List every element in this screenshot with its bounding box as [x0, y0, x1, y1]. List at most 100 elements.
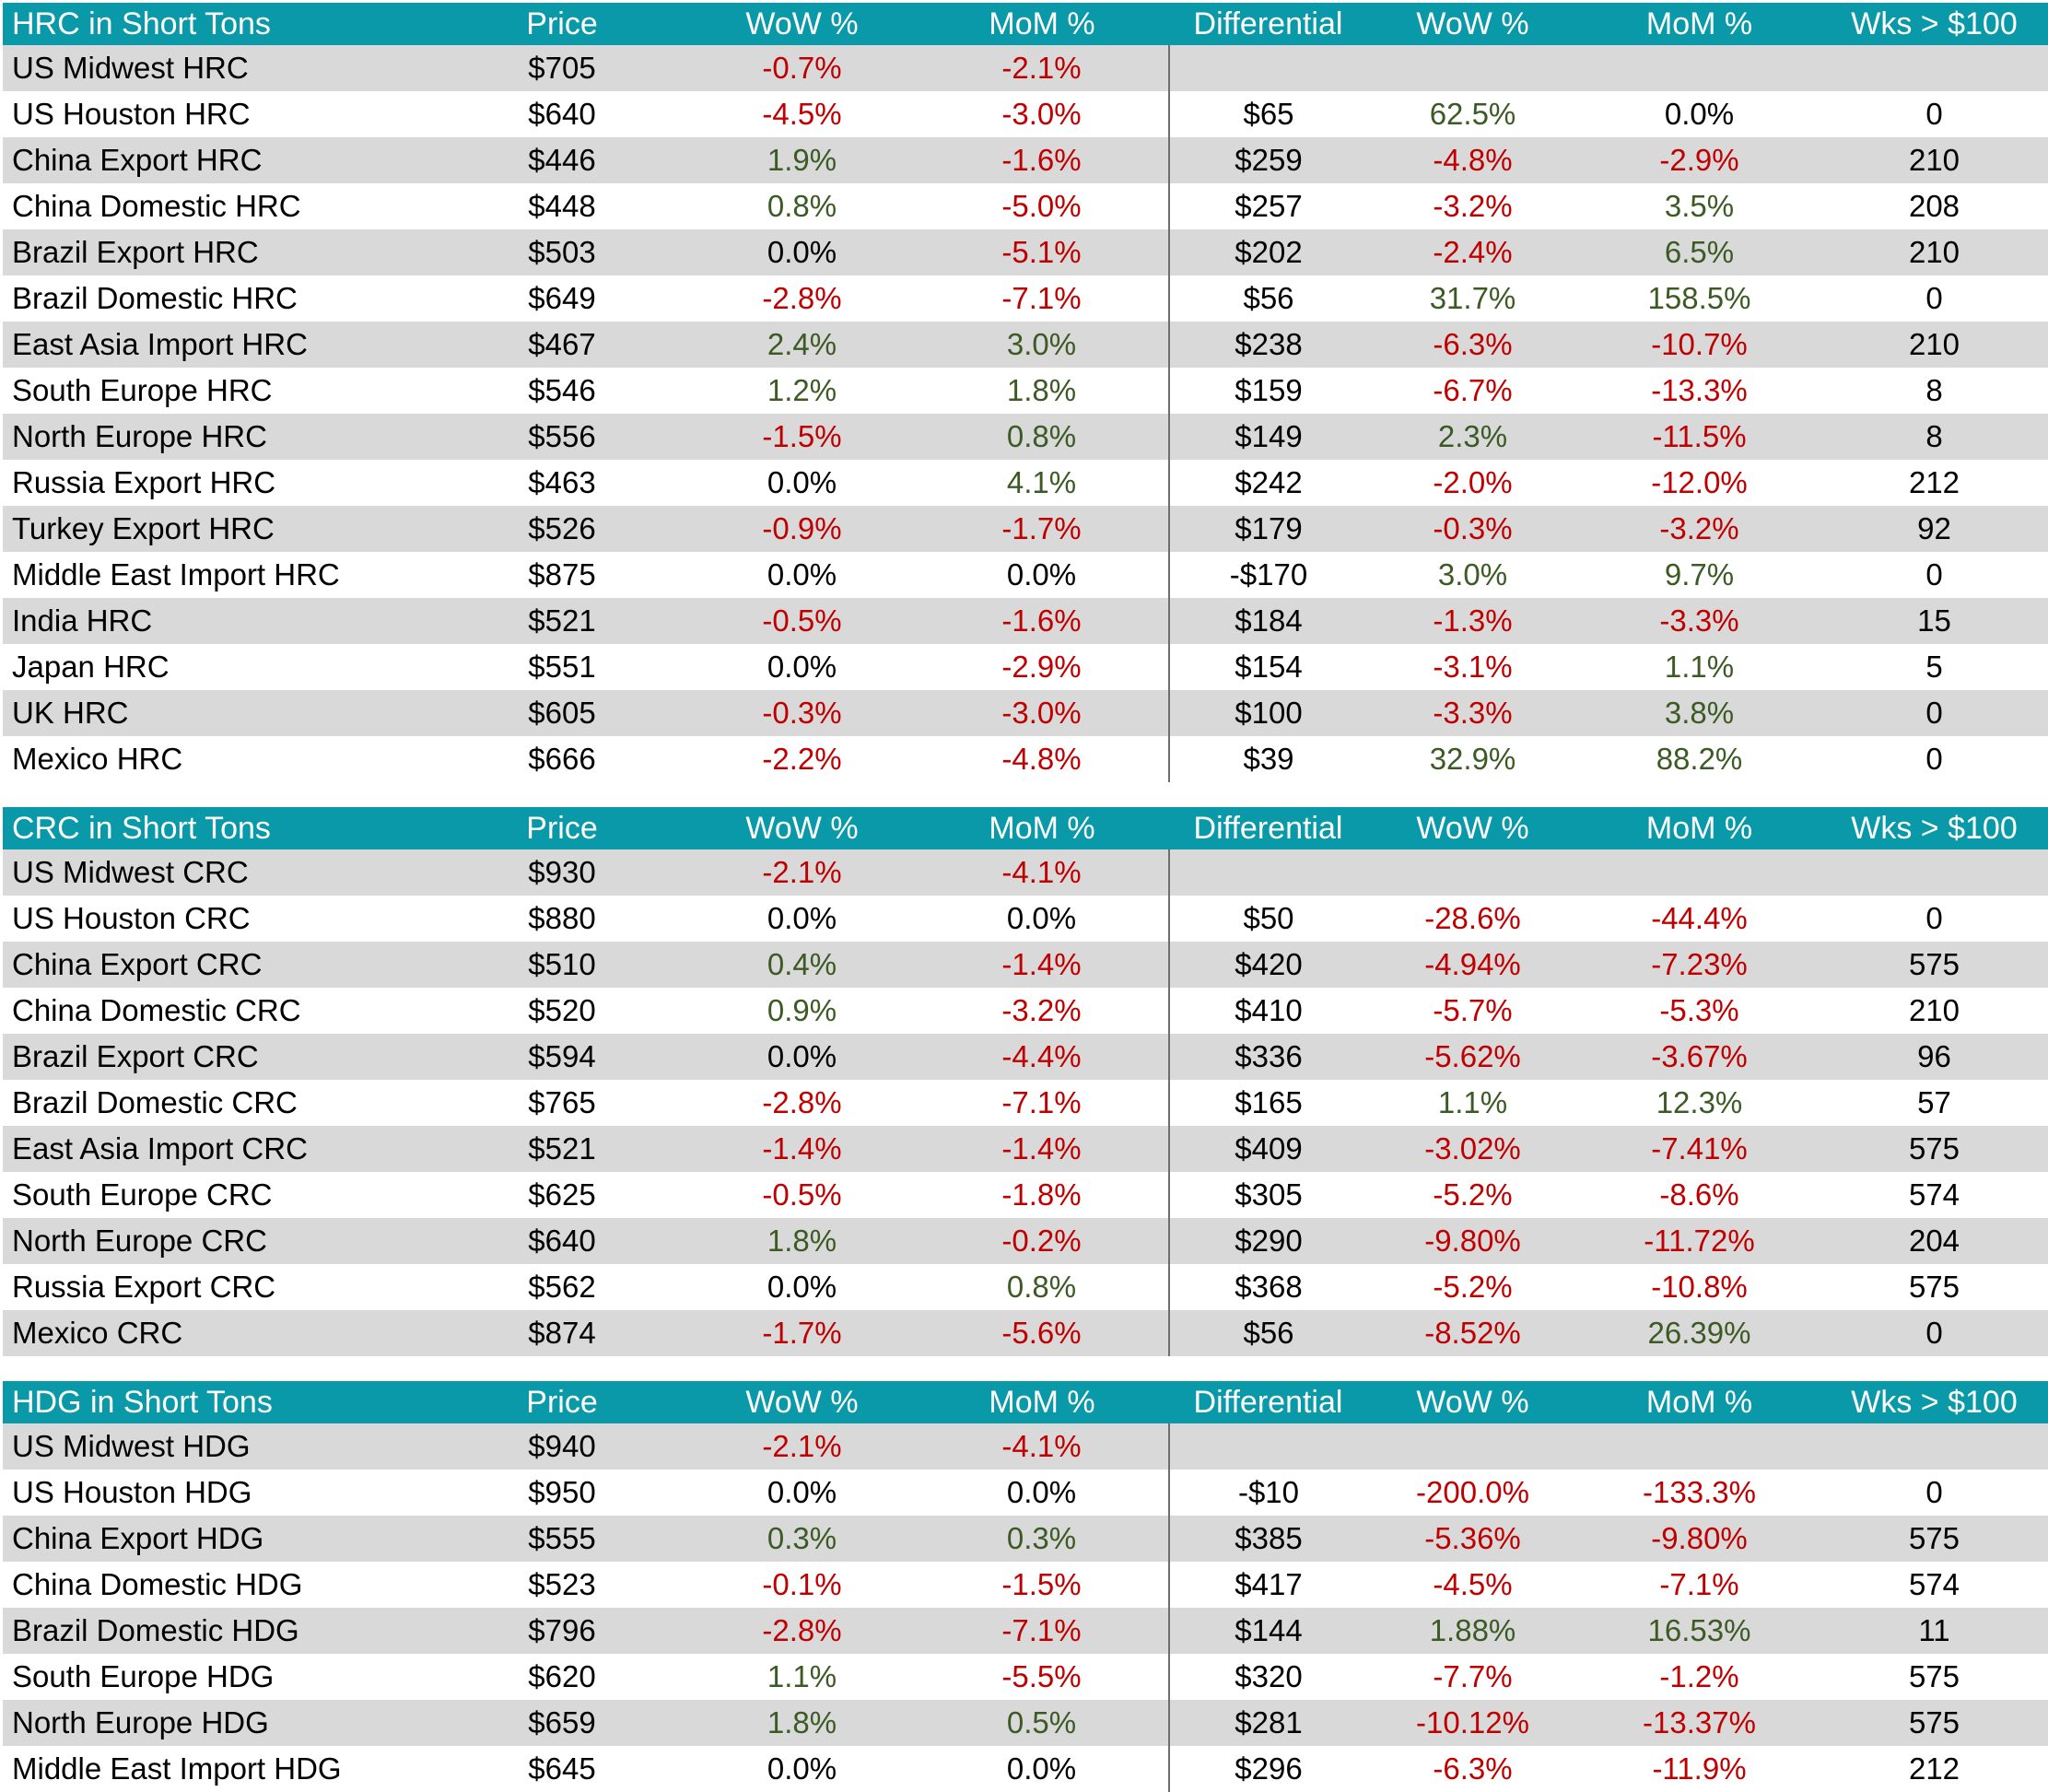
price-cell: $523	[528, 1567, 596, 1601]
table-row: China Export CRC $510 0.4% -1.4% $420 -4.94% -…	[3, 942, 2048, 988]
column-header: Differential	[1169, 1381, 1367, 1423]
row-label: Russia Export CRC	[12, 1270, 276, 1304]
differential-cell: $149	[1168, 414, 1367, 460]
row-label: Brazil Domestic CRC	[12, 1085, 298, 1119]
diff-wow-pct-cell: 31.7%	[1429, 281, 1516, 315]
mom-pct-cell: 0.3%	[1006, 1521, 1077, 1555]
differential-cell: $159	[1168, 368, 1367, 414]
weeks-over-100-cell: 212	[1908, 1751, 1960, 1786]
column-header: Wks > $100	[1820, 1381, 2048, 1423]
table-row: China Domestic HDG $523 -0.1% -1.5% $417 -4.5…	[3, 1562, 2048, 1608]
wow-pct-cell: -0.7%	[762, 51, 842, 85]
mom-pct-cell: -4.1%	[1001, 855, 1082, 889]
column-header: MoM %	[915, 807, 1169, 849]
weeks-over-100-cell: 574	[1908, 1177, 1960, 1212]
diff-wow-pct-cell: 1.88%	[1429, 1613, 1516, 1647]
wow-pct-cell: 0.0%	[767, 235, 837, 269]
weeks-over-100-cell: 5	[1925, 650, 1943, 684]
table-row: Turkey Export HRC $526 -0.9% -1.7% $179 -0.3%…	[3, 506, 2048, 552]
differential-cell: -$170	[1168, 552, 1367, 598]
diff-wow-pct-cell: -3.3%	[1433, 696, 1513, 730]
diff-mom-pct-cell: -10.8%	[1651, 1270, 1748, 1304]
weeks-over-100-cell: 92	[1917, 511, 1951, 545]
diff-mom-pct-cell	[1578, 849, 1820, 896]
mom-pct-cell: -4.4%	[1001, 1039, 1082, 1073]
differential-cell: $202	[1168, 229, 1367, 275]
wow-pct-cell: -1.5%	[762, 419, 842, 453]
wow-pct-cell: 0.0%	[767, 650, 837, 684]
mom-pct-cell: 0.0%	[1006, 1475, 1077, 1509]
mom-pct-cell: -0.2%	[1001, 1224, 1082, 1258]
price-cell: $562	[528, 1270, 596, 1304]
weeks-over-100-cell: 0	[1925, 97, 1943, 131]
differential-cell: -$10	[1168, 1470, 1367, 1516]
wow-pct-cell: -2.8%	[762, 281, 842, 315]
table-row: Brazil Export HRC $503 0.0% -5.1% $202 -2.4% 6…	[3, 229, 2048, 275]
price-cell: $640	[528, 1224, 596, 1258]
price-cell: $510	[528, 947, 596, 981]
price-cell: $503	[528, 235, 596, 269]
weeks-over-100-cell: 212	[1908, 465, 1960, 499]
row-label: East Asia Import CRC	[12, 1131, 308, 1165]
price-cell: $448	[528, 189, 596, 223]
diff-wow-pct-cell: -28.6%	[1424, 901, 1521, 935]
diff-mom-pct-cell: 12.3%	[1656, 1085, 1743, 1119]
row-label: North Europe CRC	[12, 1224, 267, 1258]
diff-mom-pct-cell: -7.23%	[1651, 947, 1748, 981]
table-row: UK HRC $605 -0.3% -3.0% $100 -3.3% 3.8% 0	[3, 690, 2048, 736]
diff-wow-pct-cell: -3.2%	[1433, 189, 1513, 223]
wow-pct-cell: -2.2%	[762, 742, 842, 776]
wow-pct-cell: -1.7%	[762, 1316, 842, 1350]
mom-pct-cell: -7.1%	[1001, 1085, 1082, 1119]
weeks-over-100-cell: 57	[1917, 1085, 1951, 1119]
differential-cell: $144	[1168, 1608, 1367, 1654]
diff-mom-pct-cell: -44.4%	[1651, 901, 1748, 935]
wow-pct-cell: 0.0%	[767, 557, 837, 591]
table-row: East Asia Import CRC $521 -1.4% -1.4% $409 -3…	[3, 1126, 2048, 1172]
diff-mom-pct-cell: -3.2%	[1659, 511, 1739, 545]
table-row: China Export HDG $555 0.3% 0.3% $385 -5.36% -9…	[3, 1516, 2048, 1562]
column-header: Price	[435, 807, 689, 849]
column-header: MoM %	[1578, 3, 1820, 45]
diff-mom-pct-cell: 88.2%	[1656, 742, 1743, 776]
mom-pct-cell: 0.0%	[1006, 1751, 1077, 1786]
weeks-over-100-cell: 0	[1925, 742, 1943, 776]
weeks-over-100-cell: 575	[1908, 1659, 1960, 1693]
table-row: North Europe CRC $640 1.8% -0.2% $290 -9.80% -…	[3, 1218, 2048, 1264]
table-row: North Europe HRC $556 -1.5% 0.8% $149 2.3% -11…	[3, 414, 2048, 460]
wow-pct-cell: -2.8%	[762, 1085, 842, 1119]
differential-cell: $385	[1168, 1516, 1367, 1562]
weeks-over-100-cell: 210	[1908, 143, 1960, 177]
diff-mom-pct-cell: -11.9%	[1652, 1751, 1747, 1786]
row-label: Japan HRC	[12, 650, 170, 684]
table-row: US Midwest CRC $930 -2.1% -4.1%	[3, 849, 2048, 896]
diff-mom-pct-cell: -7.1%	[1659, 1567, 1739, 1601]
table-row: Japan HRC $551 0.0% -2.9% $154 -3.1% 1.1% 5	[3, 644, 2048, 690]
mom-pct-cell: -5.6%	[1001, 1316, 1082, 1350]
wow-pct-cell: 0.0%	[767, 901, 837, 935]
price-cell: $521	[528, 603, 596, 638]
differential-cell: $56	[1168, 1310, 1367, 1356]
mom-pct-cell: -1.4%	[1001, 1131, 1082, 1165]
row-label: South Europe HRC	[12, 373, 273, 407]
price-cell: $467	[528, 327, 596, 361]
differential-cell: $56	[1168, 275, 1367, 322]
table-row: Middle East Import HRC $875 0.0% 0.0% -$170 3…	[3, 552, 2048, 598]
weeks-over-100-cell: 210	[1908, 327, 1960, 361]
table-row: US Midwest HRC $705 -0.7% -2.1%	[3, 45, 2048, 91]
diff-wow-pct-cell: -4.8%	[1433, 143, 1513, 177]
weeks-over-100-cell: 208	[1908, 189, 1960, 223]
weeks-over-100-cell: 0	[1925, 281, 1943, 315]
wow-pct-cell: -0.1%	[762, 1567, 842, 1601]
row-label: East Asia Import HRC	[12, 327, 308, 361]
row-label: South Europe HDG	[12, 1659, 275, 1693]
diff-wow-pct-cell: -4.5%	[1433, 1567, 1513, 1601]
mom-pct-cell: 0.0%	[1006, 901, 1077, 935]
mom-pct-cell: -2.1%	[1001, 51, 1082, 85]
table-row: Russia Export CRC $562 0.0% 0.8% $368 -5.2% -1…	[3, 1264, 2048, 1310]
mom-pct-cell: -7.1%	[1001, 1613, 1082, 1647]
row-label: US Houston HRC	[12, 97, 251, 131]
diff-mom-pct-cell: -3.3%	[1659, 603, 1739, 638]
mom-pct-cell: 0.5%	[1006, 1705, 1077, 1739]
mom-pct-cell: 4.1%	[1006, 465, 1077, 499]
